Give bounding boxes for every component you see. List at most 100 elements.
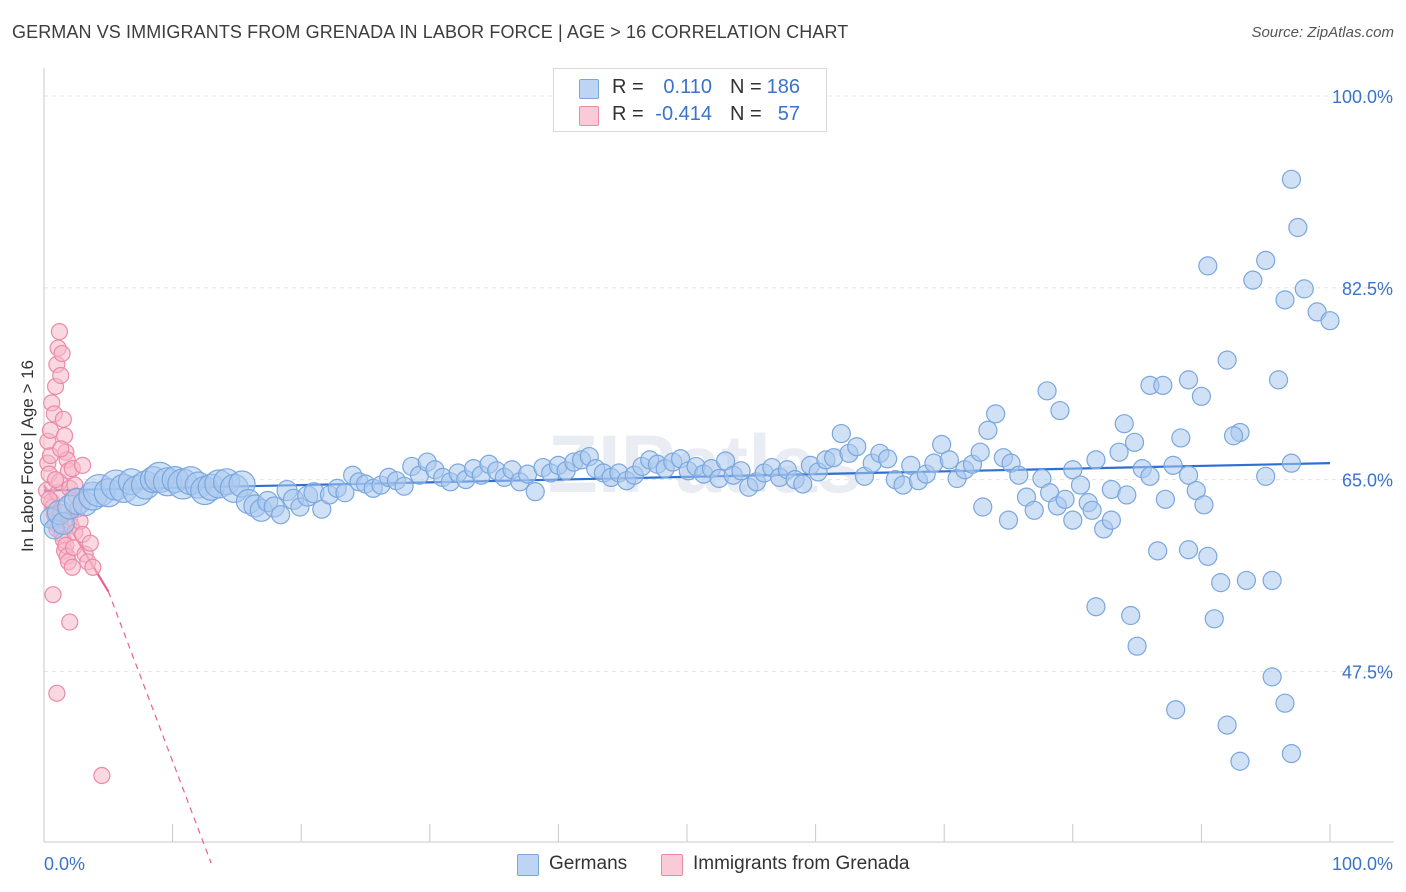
- point-germans: [1281, 743, 1302, 764]
- point-germans: [1109, 442, 1129, 462]
- point-grenada: [53, 344, 71, 363]
- legend-r-label: R =: [612, 103, 644, 125]
- point-germans: [1230, 751, 1250, 771]
- point-germans: [335, 483, 355, 503]
- point-germans: [878, 449, 898, 469]
- point-grenada: [81, 534, 99, 552]
- point-germans: [1070, 475, 1091, 495]
- legend-n-label: N =: [730, 76, 762, 98]
- point-germans: [1211, 573, 1231, 593]
- point-germans: [394, 476, 414, 496]
- point-germans: [1178, 370, 1199, 390]
- point-germans: [731, 461, 751, 481]
- series-grenada-points: [37, 323, 111, 785]
- point-germans: [1127, 636, 1147, 656]
- legend-row-germans: R = 0.110 N = 186: [554, 74, 826, 102]
- point-germans: [1262, 570, 1282, 591]
- point-germans: [1191, 386, 1212, 406]
- point-germans: [1217, 715, 1237, 735]
- x-tick-label: 100.0%: [1332, 854, 1393, 874]
- point-germans: [1217, 350, 1237, 370]
- point-germans: [1037, 381, 1057, 401]
- point-germans: [1148, 541, 1168, 561]
- point-germans: [1262, 667, 1282, 687]
- point-grenada: [50, 323, 69, 341]
- tick-labels: 47.5% 65.0% 82.5% 100.0% 0.0% 100.0%: [44, 87, 1393, 874]
- point-germans: [1114, 414, 1134, 434]
- point-germans: [1055, 489, 1075, 509]
- point-germans: [1166, 700, 1186, 720]
- point-germans: [1121, 605, 1141, 626]
- legend-n-value: 57: [777, 103, 800, 125]
- x-tick-label: 0.0%: [44, 854, 85, 874]
- point-germans: [986, 404, 1006, 424]
- point-germans: [1288, 217, 1308, 238]
- point-germans: [970, 442, 990, 462]
- point-germans: [1171, 428, 1191, 448]
- trend-lines: [43, 462, 1331, 864]
- point-germans: [1194, 495, 1214, 515]
- point-germans: [1117, 485, 1137, 505]
- point-germans: [1275, 290, 1295, 310]
- point-grenada: [93, 766, 111, 785]
- point-germans: [973, 497, 993, 517]
- correlation-legend: R = 0.110 N = 186 R = -0.414 N = 57: [553, 68, 827, 132]
- point-grenada: [52, 366, 70, 385]
- y-tick-label: 65.0%: [1342, 471, 1393, 491]
- point-grenada: [46, 471, 65, 489]
- chart-source: Source: ZipAtlas.com: [1251, 24, 1394, 41]
- point-germans: [1294, 279, 1314, 299]
- point-germans: [1153, 375, 1173, 395]
- point-germans: [1281, 169, 1302, 189]
- legend-label-grenada: Immigrants from Grenada: [693, 853, 910, 874]
- point-germans: [1124, 432, 1145, 452]
- y-tick-label: 100.0%: [1332, 87, 1393, 107]
- point-germans: [525, 482, 545, 502]
- series-legend: Germans Immigrants from Grenada: [0, 852, 1406, 878]
- point-germans: [924, 453, 944, 473]
- legend-swatch-germans: [579, 79, 599, 99]
- point-germans: [1281, 453, 1302, 473]
- point-germans: [1320, 311, 1340, 331]
- point-grenada: [61, 613, 79, 631]
- point-germans: [1268, 370, 1289, 390]
- point-germans: [1163, 455, 1183, 475]
- point-germans: [1140, 466, 1160, 486]
- point-germans: [1198, 546, 1218, 566]
- point-germans: [271, 505, 291, 525]
- series-germans-points: [39, 169, 1340, 771]
- point-grenada: [84, 558, 102, 576]
- point-germans: [1063, 460, 1083, 480]
- point-germans: [1256, 466, 1276, 486]
- trend-line-grenada-extrapolated: [107, 591, 212, 864]
- legend-r-label: R =: [612, 76, 644, 98]
- point-germans: [831, 423, 851, 444]
- point-germans: [1082, 500, 1102, 520]
- point-germans: [1236, 570, 1257, 591]
- point-germans: [1204, 609, 1224, 629]
- point-germans: [1275, 693, 1295, 713]
- legend-n-label: N =: [730, 103, 762, 125]
- y-tick-label: 82.5%: [1342, 279, 1393, 299]
- point-germans: [998, 510, 1019, 530]
- legend-label-germans: Germans: [549, 853, 628, 874]
- legend-swatch-grenada: [579, 106, 599, 126]
- point-germans: [1024, 500, 1044, 520]
- point-germans: [1243, 270, 1263, 290]
- point-germans: [932, 434, 952, 455]
- point-grenada: [44, 586, 62, 604]
- point-germans: [1178, 540, 1199, 560]
- point-germans: [1063, 510, 1083, 530]
- point-germans: [939, 450, 959, 470]
- point-grenada: [48, 684, 66, 702]
- legend-swatch-germans: [517, 854, 539, 876]
- point-germans: [1086, 597, 1106, 617]
- point-germans: [1101, 510, 1121, 530]
- y-axis-label: In Labor Force | Age > 16: [18, 360, 37, 552]
- legend-r-value: 0.110: [663, 76, 712, 98]
- point-germans: [1155, 489, 1175, 509]
- point-germans: [1198, 256, 1218, 276]
- point-grenada: [54, 410, 72, 428]
- legend-n-value: 186: [766, 76, 800, 98]
